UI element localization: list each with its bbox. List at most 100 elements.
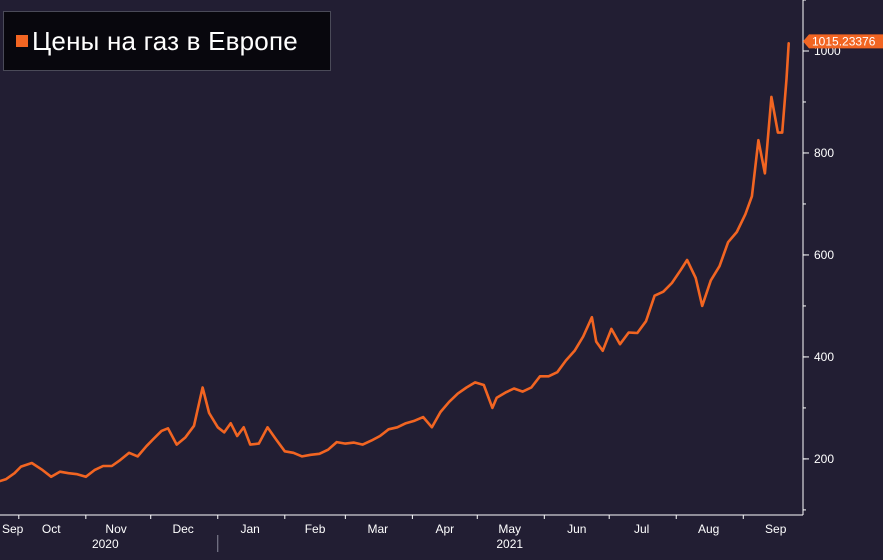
data-point: [556, 371, 559, 374]
data-point: [67, 472, 70, 475]
data-point: [145, 445, 148, 448]
data-point: [20, 465, 22, 468]
data-point: [201, 386, 204, 389]
x-year-label: 2020: [92, 537, 119, 551]
data-point: [41, 469, 44, 471]
data-point: [335, 441, 338, 443]
x-tick-label: Aug: [698, 522, 719, 536]
data-point: [242, 426, 245, 429]
data-point: [223, 431, 225, 434]
data-point: [448, 401, 451, 403]
data-point: [671, 282, 673, 284]
data-point: [491, 407, 494, 409]
data-point: [387, 428, 390, 431]
data-point: [591, 316, 593, 319]
data-point: [208, 412, 210, 414]
last-value-badge: 1015.23376: [803, 34, 883, 49]
legend: Цены на газ в Европе: [3, 11, 331, 71]
data-point: [595, 340, 597, 343]
x-tick-label: Oct: [42, 522, 61, 536]
y-tick-label: 400: [814, 350, 834, 364]
data-point: [619, 343, 621, 346]
x-tick-label: Sep: [765, 522, 787, 536]
data-point: [292, 452, 295, 454]
data-point: [582, 335, 584, 338]
data-point: [318, 453, 321, 455]
data-point: [309, 454, 312, 456]
data-point: [275, 438, 277, 441]
data-point: [565, 359, 567, 362]
data-point: [539, 375, 541, 378]
data-point: [229, 422, 232, 425]
data-point: [152, 438, 154, 441]
data-point: [439, 411, 442, 413]
data-point: [405, 422, 407, 425]
data-point: [710, 279, 712, 282]
legend-label: Цены на газ в Европе: [32, 25, 298, 56]
data-point: [327, 448, 329, 451]
data-point: [701, 305, 703, 307]
data-point: [160, 430, 163, 432]
data-point: [764, 172, 766, 175]
data-point: [645, 320, 647, 323]
data-point: [718, 265, 721, 268]
data-point: [601, 350, 604, 352]
data-point: [85, 476, 87, 478]
data-point: [530, 386, 533, 389]
data-point: [236, 435, 238, 437]
data-point: [175, 443, 178, 446]
x-tick-label: Dec: [172, 522, 193, 536]
data-point: [521, 390, 524, 393]
x-tick-label: Jun: [567, 522, 586, 536]
data-point: [547, 375, 550, 378]
data-point: [396, 426, 399, 429]
x-tick-label: Apr: [435, 522, 454, 536]
data-point: [102, 465, 104, 467]
data-point: [93, 469, 96, 471]
last-value-badge-bg: [803, 34, 883, 49]
data-point: [266, 426, 269, 429]
data-point: [59, 470, 61, 473]
data-point: [284, 450, 286, 453]
data-point: [504, 391, 507, 394]
x-tick-label: Sep: [2, 522, 24, 536]
data-point: [431, 426, 433, 429]
y-tick-label: 800: [814, 146, 834, 160]
data-point: [361, 443, 364, 446]
data-point: [119, 459, 122, 461]
data-point: [785, 78, 788, 80]
data-point: [5, 478, 7, 481]
data-point: [136, 455, 139, 458]
data-point: [249, 443, 251, 446]
x-tick-label: May: [498, 522, 521, 536]
data-point: [694, 277, 697, 279]
data-point: [50, 476, 52, 478]
data-point: [457, 392, 459, 395]
x-year-label: 2021: [496, 537, 523, 551]
x-tick-label: Jan: [241, 522, 260, 536]
data-point: [379, 435, 381, 437]
y-tick-label: 600: [814, 248, 834, 262]
data-point: [679, 269, 682, 272]
data-point: [573, 350, 576, 352]
last-value-label: 1015.23376: [812, 34, 876, 48]
data-point: [474, 381, 476, 384]
data-point: [184, 436, 187, 439]
series-layer: [0, 42, 790, 483]
data-point: [653, 294, 656, 297]
data-point: [610, 328, 613, 330]
data-point: [513, 387, 515, 390]
data-point: [744, 213, 747, 215]
data-point: [76, 473, 78, 476]
data-point: [353, 441, 355, 444]
data-point: [344, 442, 347, 445]
data-point: [727, 241, 729, 243]
data-point: [662, 290, 665, 293]
x-tick-label: Mar: [367, 522, 388, 536]
x-tick-label: Feb: [305, 522, 326, 536]
data-point: [736, 231, 738, 233]
data-point: [627, 331, 630, 334]
